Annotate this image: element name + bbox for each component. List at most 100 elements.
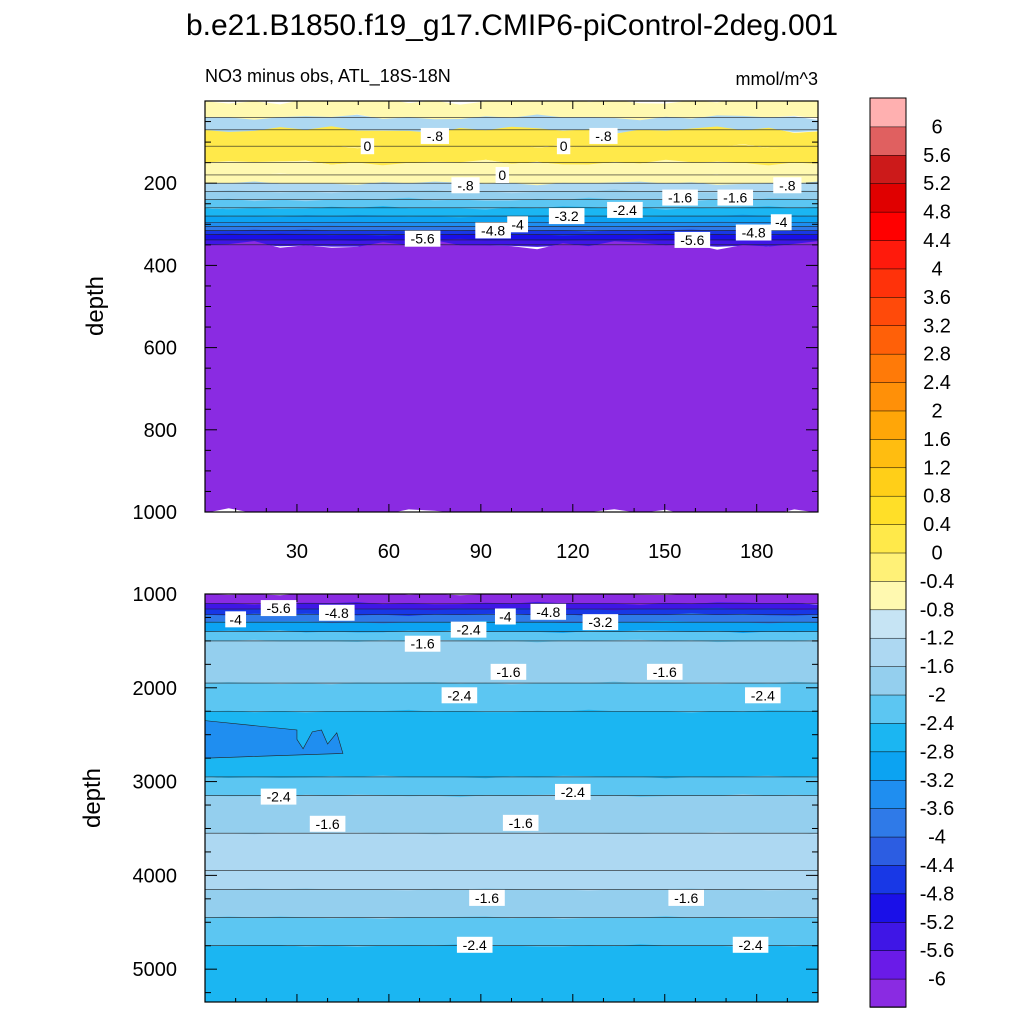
colorbar-swatches (869, 97, 907, 1008)
colorbar-swatch (869, 296, 907, 326)
svg-text:0: 0 (498, 167, 506, 183)
colorbar-swatch (869, 325, 907, 355)
contour-label: -.8 (420, 127, 449, 144)
colorbar-label: -4 (928, 827, 946, 849)
svg-text:-4: -4 (511, 216, 524, 232)
svg-text:-2.4: -2.4 (457, 622, 481, 638)
colorbar-swatch (869, 807, 907, 838)
colorbar-label: 2.8 (923, 344, 951, 366)
colorbar-swatch (869, 665, 907, 696)
contour-label: -2.4 (450, 621, 487, 638)
svg-text:-5.6: -5.6 (266, 600, 290, 616)
svg-text:-5.6: -5.6 (680, 232, 704, 248)
contour-label: -.8 (589, 127, 618, 144)
colorbar-swatch (869, 381, 907, 412)
colorbar-swatch (869, 239, 907, 270)
svg-text:-1.6: -1.6 (668, 190, 692, 206)
colorbar-label: -0.8 (920, 599, 954, 621)
contour-label: -1.6 (502, 814, 539, 831)
top-right-title: mmol/m^3 (736, 69, 818, 89)
colorbar-label: 0.8 (923, 486, 951, 508)
colorbar-swatch (869, 410, 907, 440)
svg-text:-4: -4 (499, 609, 512, 625)
top-panel: NO3 minus obs, ATL_18S-18N mmol/m^3 dept… (82, 66, 819, 563)
contour-band (205, 869, 818, 892)
bottom-y-axis-label: depth (79, 768, 106, 828)
contour-label: -4 (494, 608, 516, 625)
contour-label: -2.4 (260, 788, 297, 805)
colorbar-label: 4.8 (923, 202, 951, 224)
colorbar-label: 5.2 (923, 173, 951, 195)
colorbar-label: 6 (931, 116, 942, 138)
colorbar-swatch (869, 637, 907, 667)
svg-text:-4.8: -4.8 (536, 604, 560, 620)
svg-text:-1.6: -1.6 (723, 190, 747, 206)
colorbar-label: 2.4 (923, 372, 951, 394)
bottom-axes: 1000 2000 3000 4000 5000 (133, 584, 818, 1002)
contour-band (205, 620, 818, 634)
colorbar-label: 0 (931, 543, 942, 565)
top-y-axis-label: depth (82, 276, 109, 336)
bottom-contour-labels: -4 -5.6 -4.8 -4 -4.8 -3.2 -2.4 -1.6 -1.6 -1.6 -2.4… (225, 600, 781, 953)
svg-text:-2.4: -2.4 (751, 687, 775, 703)
contour-label: -4.8 (530, 603, 567, 620)
contour-band (205, 173, 818, 187)
colorbar-label: 4 (931, 258, 942, 280)
colorbar-label: -5.2 (920, 912, 954, 934)
contour-label: -1.6 (646, 663, 683, 680)
colorbar-swatch (869, 211, 907, 241)
svg-text:-1.6: -1.6 (674, 890, 698, 906)
colorbar-swatch (869, 495, 907, 525)
contour-label: -4 (225, 611, 247, 628)
contour-band (205, 681, 818, 714)
contour-label: -4.8 (318, 604, 355, 621)
colorbar-swatch (869, 154, 907, 184)
contour-label: -5.6 (674, 231, 711, 248)
svg-text:-.8: -.8 (427, 128, 444, 144)
contour-band (205, 709, 818, 780)
colorbar-swatch (869, 126, 907, 156)
bottom-contour-lines (205, 594, 818, 947)
colorbar-swatch (869, 694, 907, 724)
top-left-title: NO3 minus obs, ATL_18S-18N (205, 66, 451, 87)
contour-label: -5.6 (260, 600, 297, 617)
contour-label: -3.2 (548, 208, 585, 225)
contour-label: -.8 (773, 177, 802, 194)
contour-label: -1.6 (662, 189, 698, 206)
contour-label: -2.4 (441, 687, 478, 704)
x-tick-label: 180 (740, 541, 773, 563)
top-contour-labels: 0 -.8 0 -.8 0 -.8 -.8 -1.6 -1.6 -2.4 -3.2 -4 -4 -4.8 -… (360, 127, 802, 248)
x-tick-label: 90 (470, 541, 492, 563)
contour-band (205, 114, 818, 134)
contour-band (205, 831, 818, 873)
contour-label: -4.8 (475, 222, 511, 239)
colorbar-label: -4.8 (920, 883, 954, 905)
colorbar-labels: 6 5.6 5.2 4.8 4.4 4 3.6 3.2 2.8 2.4 2 1.6 1.2 0.8 0.4 0… (920, 116, 954, 990)
colorbar-label: 2 (931, 400, 942, 422)
colorbar-label: 1.6 (923, 429, 951, 451)
contour-label: -1.6 (469, 889, 505, 906)
y-tick-label: 200 (144, 173, 177, 195)
svg-text:-2.4: -2.4 (266, 789, 290, 805)
figure-title: b.e21.B1850.f19_g17.CMIP6-piControl-2deg… (186, 9, 838, 42)
svg-text:-1.6: -1.6 (411, 636, 435, 652)
contour-label: -4 (770, 214, 792, 231)
colorbar-label: 5.6 (923, 145, 951, 167)
colorbar-swatch (869, 438, 907, 469)
svg-text:-1.6: -1.6 (475, 890, 499, 906)
bottom-panel: depth -4 -5.6 -4.8 -4 -4.8 -3.2 -2.4 -1.6 -1.6 -1… (79, 584, 819, 1003)
colorbar-label: -3.2 (920, 770, 954, 792)
colorbar: 6 5.6 5.2 4.8 4.4 4 3.6 3.2 2.8 2.4 2 1.6 1.2 0.8 0.4 0… (869, 97, 954, 1008)
contour-label: -3.2 (582, 614, 619, 631)
y-tick-label: 5000 (133, 959, 178, 981)
colorbar-swatch (869, 467, 907, 497)
colorbar-label: 3.2 (923, 315, 951, 337)
top-contour-fill (205, 101, 818, 512)
colorbar-label: 0.4 (923, 514, 951, 536)
colorbar-label: 4.4 (923, 230, 951, 252)
colorbar-swatch (869, 836, 907, 866)
contour-band (205, 142, 818, 168)
colorbar-label: 3.6 (923, 287, 951, 309)
colorbar-label: -5.6 (920, 940, 954, 962)
